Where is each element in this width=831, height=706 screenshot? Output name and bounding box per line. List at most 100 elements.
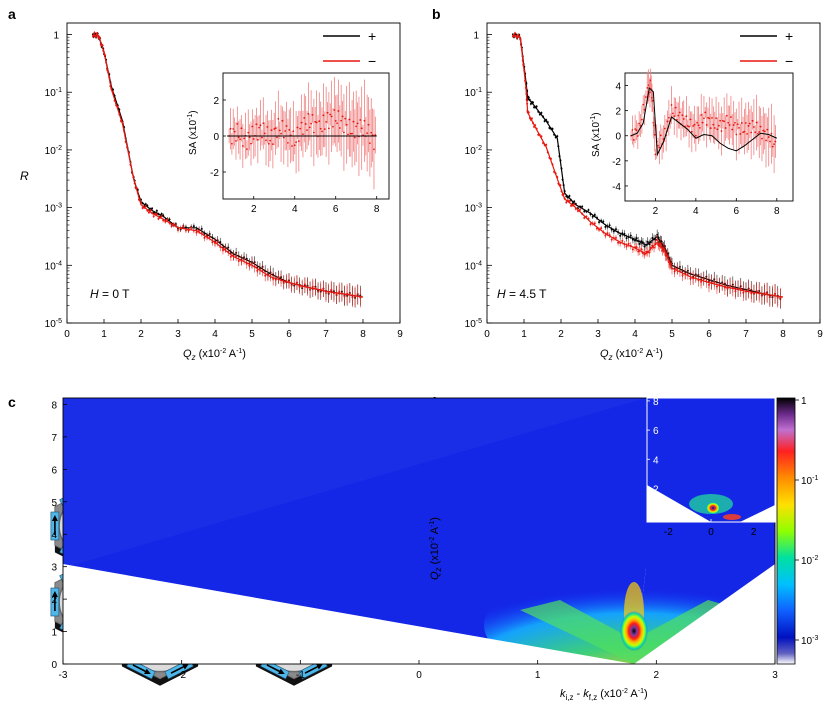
panel-a-point-1 (251, 262, 253, 265)
panel-a-point-1 (269, 273, 272, 276)
panel-a-inset-point (306, 129, 308, 132)
panel-a-point-1 (285, 279, 288, 282)
panel-a-inset-ytick-label: 0 (213, 132, 219, 143)
panel-a-inset-point (296, 126, 299, 129)
panel-a-inset-point (367, 123, 370, 126)
panel-a-inset-point (278, 129, 281, 132)
panel-a-inset-point (373, 148, 375, 151)
panel-a-point-1 (198, 229, 201, 232)
panel-a-inset-point (334, 120, 337, 122)
panel-d-xlabel-end: ) (644, 688, 648, 700)
panel-a-point-1 (157, 217, 160, 220)
panel-b-inset-point (732, 124, 735, 126)
panel-d-xtick-label: 3 (772, 670, 778, 681)
panel-a-xlabel-tail: A (226, 348, 236, 360)
panel-b-point-1 (742, 291, 745, 294)
panel-b-ytick-label-sup: -3 (476, 203, 482, 210)
panel-b-point-1 (631, 248, 634, 251)
panel-b-point-1 (729, 284, 732, 287)
panel-a-point-1 (277, 276, 280, 279)
panel-a-inset-point (333, 109, 336, 111)
panel-b-inset-point (682, 118, 685, 120)
panel-b-point-1 (516, 36, 519, 39)
panel-b-curves (511, 31, 784, 309)
panel-b-inset-ytick-label: -2 (612, 157, 621, 168)
panel-a-inset-xtick-label: 6 (333, 204, 339, 215)
panel-b-inset-point (754, 131, 757, 134)
panel-a-point-1 (170, 225, 173, 228)
panel-b-point-0 (571, 202, 574, 205)
panel-b-inset-point (689, 118, 692, 121)
panel-b-inset-point (723, 120, 726, 123)
panel-b-point-0 (535, 105, 538, 108)
panel-b-point-1 (653, 246, 656, 249)
panel-b-point-0 (614, 228, 617, 231)
panel-a-point-1 (330, 288, 333, 291)
panel-a-inset-point (240, 127, 243, 130)
panel-a-inset-point (359, 119, 362, 121)
panel-a-xtick-label: 8 (360, 329, 366, 340)
panel-b-ytick-label-base: 10 (465, 88, 477, 99)
panel-d-ylabel-end: ) (429, 517, 441, 521)
panel-b-inset-ytick-label: 2 (615, 107, 621, 118)
panel-a-inset-point (243, 137, 246, 140)
panel-b-inset-point (725, 114, 728, 117)
panel-b-fit-0 (512, 33, 784, 298)
panel-a-point-1 (248, 264, 251, 267)
panel-b-inset-point (719, 119, 722, 122)
panel-a-inset-point (230, 142, 233, 145)
panel-a-ytick-label-sup: -2 (56, 145, 62, 152)
panel-b-inset-point (635, 129, 638, 132)
panel-a-inset-ylabel: SA (x10-1) (187, 110, 199, 155)
panel-a-inset-point (338, 127, 341, 129)
panel-b-inset-xtick-label: 2 (653, 206, 659, 217)
panel-a-point-1 (274, 278, 277, 281)
panel-b-point-1 (627, 242, 630, 245)
panel-d-ylabel-tail: A (429, 526, 441, 536)
panel-b-xtick-label: 5 (669, 329, 675, 340)
panel-b-inset-point (755, 121, 758, 124)
panel-a-point-0 (200, 227, 203, 230)
panel-b-inset-point (730, 116, 732, 118)
panel-b-point-0 (598, 221, 601, 224)
panel-a-point-1 (348, 292, 351, 295)
panel-b-inset-point (672, 112, 674, 115)
panel-d-xlabel-sub2: f,z (589, 693, 597, 702)
panel-a-point-1 (190, 226, 193, 229)
panel-b-inset-point (659, 134, 662, 137)
panel-a-inset-point (349, 132, 352, 135)
panel-b-inset-point (693, 123, 696, 126)
panel-b-point-1 (659, 242, 662, 245)
panel-b-xlabel: Qz (x10-2 A-1) (600, 348, 663, 362)
panel-a-inset-point (321, 130, 323, 133)
panel-a-inset-point (246, 148, 248, 151)
panel-b-inset-point (631, 129, 634, 131)
panel-b-inset-point (757, 132, 759, 135)
panel-b-label: b (432, 6, 441, 22)
panel-b-point-0 (612, 230, 615, 233)
panel-a-curves (91, 31, 364, 308)
panel-b-xtick-label: 8 (780, 329, 786, 340)
panel-b-point-1 (760, 294, 763, 297)
panel-b-point-1 (614, 236, 617, 239)
panel-b-inset-point (670, 104, 673, 106)
panel-b-inset-point (711, 117, 713, 119)
panel-b-inset-point (761, 137, 763, 140)
panel-b-inset-point (677, 114, 680, 117)
panel-a-inset-point (288, 128, 291, 131)
panel-b-point-1 (621, 239, 624, 242)
panel-a-fit-1 (92, 33, 364, 298)
panel-b-point-1 (617, 241, 620, 244)
panel-b-inset-point (642, 103, 645, 106)
panel-b-inset-xtick-label: 8 (774, 206, 780, 217)
panel-b-inset-point (717, 124, 720, 127)
panel-b-point-0 (623, 232, 626, 235)
panel-d-xlabel-sup: -2 (622, 688, 628, 695)
panel-b-inset-point (712, 123, 715, 126)
panel-a-point-1 (317, 290, 320, 293)
panel-a-point-1 (95, 35, 98, 38)
panel-b-point-0 (643, 245, 646, 248)
panel-a-inset-point (265, 139, 267, 142)
